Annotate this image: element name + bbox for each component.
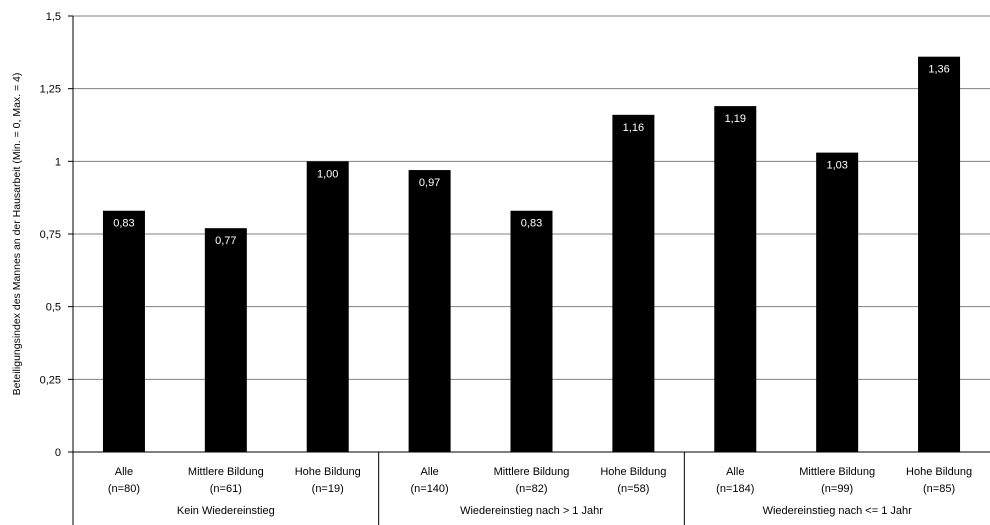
y-tick-label: 0 <box>55 447 61 459</box>
bar <box>204 228 247 452</box>
bar <box>510 210 553 452</box>
category-n-label: (n=19) <box>312 483 344 495</box>
category-n-label: (n=58) <box>617 483 649 495</box>
group-label: Wiedereinstieg nach <= 1 Jahr <box>763 505 913 517</box>
category-label: Mittlere Bildung <box>799 466 875 478</box>
group-label: Kein Wiedereinstieg <box>177 505 275 517</box>
bar <box>102 210 145 452</box>
category-label: Alle <box>420 466 438 478</box>
bar <box>612 114 655 453</box>
y-tick-label: 1 <box>55 156 61 168</box>
y-axis-title: Beteiligungsindex des Mannes an der Haus… <box>11 73 23 396</box>
category-n-label: (n=82) <box>515 483 547 495</box>
bar <box>714 106 757 453</box>
group-label: Wiedereinstieg nach > 1 Jahr <box>460 505 603 517</box>
category-n-label: (n=85) <box>923 483 955 495</box>
data-label: 0,83 <box>113 218 134 230</box>
category-n-label: (n=140) <box>410 483 448 495</box>
data-label: 1,36 <box>928 64 949 76</box>
data-label: 0,83 <box>521 218 542 230</box>
category-label: Hohe Bildung <box>600 466 666 478</box>
labels: 0 0,25 0,5 0,75 1 1,25 1,5 0,83 Alle (n=80) 0,77 Mi… <box>40 11 973 517</box>
category-n-label: (n=80) <box>108 483 140 495</box>
y-tick-label: 0,25 <box>40 374 61 386</box>
category-n-label: (n=184) <box>716 483 754 495</box>
data-label: 1,16 <box>623 122 644 134</box>
y-tick-label: 0,75 <box>40 229 61 241</box>
bar <box>408 170 451 452</box>
category-label: Mittlere Bildung <box>188 466 264 478</box>
bars <box>102 56 961 453</box>
data-label: 1,00 <box>317 168 338 180</box>
category-n-label: (n=99) <box>821 483 853 495</box>
category-label: Hohe Bildung <box>906 466 972 478</box>
data-label: 1,03 <box>826 160 847 172</box>
bar <box>306 161 349 453</box>
category-label: Alle <box>115 466 133 478</box>
y-tick-label: 1,5 <box>46 11 61 23</box>
axes <box>68 15 990 525</box>
y-tick-label: 0,5 <box>46 302 61 314</box>
data-label: 1,19 <box>725 113 746 125</box>
category-label: Mittlere Bildung <box>494 466 570 478</box>
category-label: Alle <box>726 466 744 478</box>
data-label: 0,77 <box>215 235 236 247</box>
category-label: Hohe Bildung <box>295 466 361 478</box>
data-label: 0,97 <box>419 177 440 189</box>
bar <box>816 152 859 452</box>
y-tick-label: 1,25 <box>40 84 61 96</box>
category-n-label: (n=61) <box>210 483 242 495</box>
bar <box>918 56 961 453</box>
